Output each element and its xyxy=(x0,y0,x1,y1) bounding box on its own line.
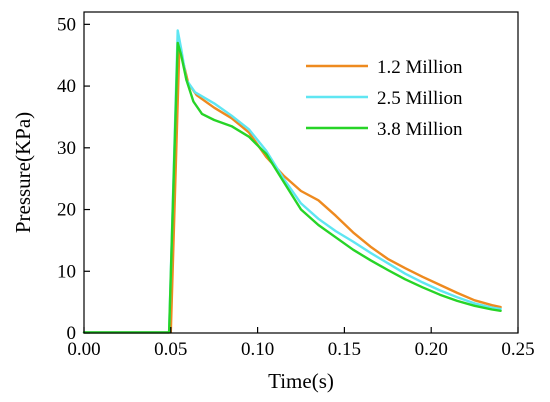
series-line-3 xyxy=(82,41,502,334)
x-tick-label: 0.05 xyxy=(154,339,187,360)
y-tick-label: 0 xyxy=(67,323,77,344)
y-tick-label: 50 xyxy=(57,14,76,35)
y-tick-label: 40 xyxy=(57,76,76,97)
x-tick-label: 0.10 xyxy=(241,339,274,360)
legend-label: 3.8 Million xyxy=(377,119,463,140)
legend-label: 1.2 Million xyxy=(377,57,463,78)
y-tick-label: 30 xyxy=(57,138,76,159)
x-tick-label: 0.00 xyxy=(67,339,100,360)
x-axis-title: Time(s) xyxy=(268,369,334,393)
plot-area-frame xyxy=(83,11,519,334)
x-tick-label: 0.20 xyxy=(415,339,448,360)
y-axis-title: Pressure(KPa) xyxy=(11,112,35,233)
x-tick-label: 0.15 xyxy=(328,339,361,360)
axes: 0.00 0.05 0.10 0.15 0.20 0.25 0 10 20 30 40 50 xyxy=(57,14,535,360)
legend-label: 2.5 Million xyxy=(377,88,463,109)
y-tick-label: 20 xyxy=(57,200,76,221)
x-tick-label: 0.25 xyxy=(501,339,534,360)
plot-lines xyxy=(82,29,502,334)
y-tick-label: 10 xyxy=(57,261,76,282)
legend: 1.2 Million 2.5 Million 3.8 Million xyxy=(306,57,463,140)
